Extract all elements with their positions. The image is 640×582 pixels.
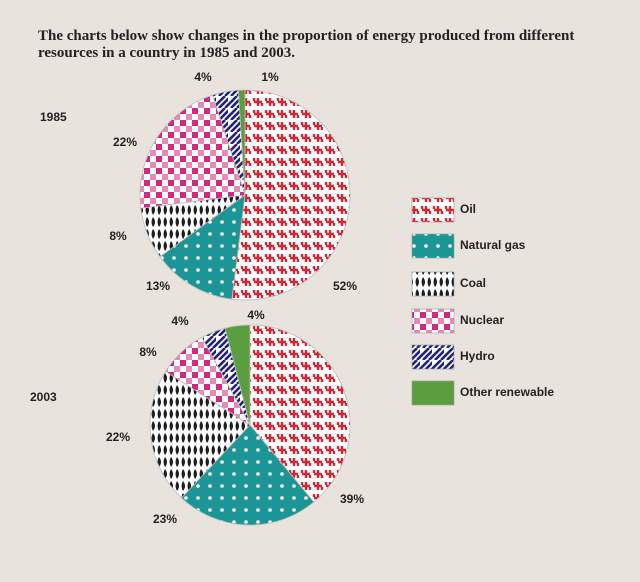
- legend-label: Oil: [460, 202, 476, 216]
- pie-slice: [224, 324, 251, 426]
- data-label: 1%: [261, 70, 279, 84]
- data-label: 13%: [146, 279, 170, 293]
- year-label: 1985: [40, 110, 67, 124]
- pie-slice: [231, 89, 351, 301]
- data-label: 8%: [109, 229, 127, 243]
- data-label: 4%: [171, 314, 189, 328]
- data-label: 22%: [113, 135, 137, 149]
- legend-swatch: [411, 197, 455, 223]
- data-label: 8%: [139, 345, 157, 359]
- pie-slice: [180, 424, 315, 526]
- legend-label: Nuclear: [460, 313, 504, 327]
- data-label: 4%: [194, 70, 212, 84]
- pie-slice: [149, 370, 251, 499]
- legend-swatch: [411, 380, 455, 406]
- legend-swatch: [411, 271, 455, 297]
- pie-slice: [249, 324, 351, 503]
- data-label: 52%: [333, 279, 357, 293]
- pie-slice: [159, 194, 246, 300]
- data-label: 22%: [106, 430, 130, 444]
- year-label: 2003: [30, 390, 57, 404]
- pie-slice: [139, 94, 246, 209]
- data-label: 4%: [247, 308, 265, 322]
- legend-label: Other renewable: [460, 385, 554, 399]
- legend-swatch: [411, 233, 455, 259]
- legend-label: Hydro: [460, 349, 495, 363]
- legend-swatch: [411, 308, 455, 334]
- data-label: 39%: [340, 492, 364, 506]
- legend-label: Coal: [460, 276, 486, 290]
- legend-swatch: [411, 344, 455, 370]
- chart-title: The charts below show changes in the pro…: [38, 28, 575, 61]
- legend-label: Natural gas: [460, 238, 526, 252]
- data-label: 23%: [153, 512, 177, 526]
- pie-slice: [237, 89, 246, 196]
